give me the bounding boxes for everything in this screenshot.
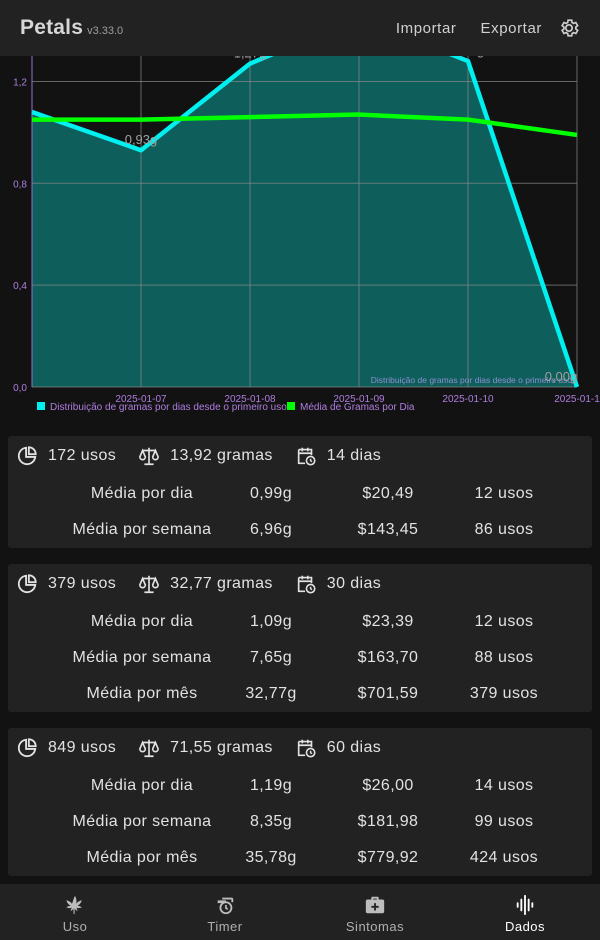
app-title: Petals xyxy=(20,16,84,39)
calendar-clock-icon xyxy=(297,739,316,758)
area-fill xyxy=(32,56,577,387)
x-tick-label: 2025-01-08 xyxy=(224,394,276,405)
x-tick-label: 2025-01-10 xyxy=(442,394,494,405)
x-tick-label: 2025-01-09 xyxy=(333,394,385,405)
y-tick-label: 1,2 xyxy=(13,77,27,88)
dias-count: 14 dias xyxy=(326,447,382,464)
data-label: 1,28g xyxy=(452,56,485,58)
data-label: 0,93g xyxy=(125,132,158,147)
stats-row: Média por semana 8,35g $181,98 99 usos xyxy=(72,813,534,830)
stats-row: Média por mês 32,77g $701,59 379 usos xyxy=(86,685,539,702)
y-tick-label: 0,8 xyxy=(13,179,27,190)
data-icon xyxy=(516,894,534,916)
app-bar: Petals v3.33.0 Importar Exportar xyxy=(0,0,600,56)
usos-count: 172 usos xyxy=(48,447,117,464)
stats-row: Média por dia 0,99g $20,49 12 usos xyxy=(90,485,534,502)
legend-label-daily: Distribuição de gramas por dias desde o … xyxy=(50,402,287,413)
nav-dados-label: Dados xyxy=(504,919,546,934)
pie-chart-icon xyxy=(17,446,37,466)
pie-chart-icon xyxy=(17,574,37,594)
stats-row: Média por mês 35,78g $779,92 424 usos xyxy=(86,849,539,866)
y-tick-label: 0,0 xyxy=(13,383,27,394)
gramas-total: 32,77 gramas xyxy=(170,575,273,592)
chart-description: Distribuição de gramas por dias desde o … xyxy=(371,375,573,385)
legend-swatch-daily xyxy=(37,402,45,410)
series-avg-line xyxy=(32,112,578,138)
nav-timer-label: Timer xyxy=(207,919,243,934)
stats-card-14: 172 usos 13,92 gramas 14 dias Média por … xyxy=(8,436,592,548)
legend-label-avg: Média de Gramas por Dia xyxy=(300,402,415,413)
dias-count: 60 dias xyxy=(326,739,382,756)
stats-row: Média por semana 6,96g $143,45 86 usos xyxy=(72,521,534,538)
nav-sintomas-label: Sintomas xyxy=(345,919,405,934)
leaf-icon xyxy=(66,895,82,915)
usos-count: 849 usos xyxy=(48,739,117,756)
timer-icon xyxy=(217,897,234,915)
usos-count: 379 usos xyxy=(48,575,117,592)
scale-icon xyxy=(139,447,160,466)
stats-card-30: 379 usos 32,77 gramas 30 dias Média por … xyxy=(8,564,592,712)
calendar-clock-icon xyxy=(297,575,316,594)
bottom-nav: Uso Timer Sintomas Dados xyxy=(0,884,600,940)
series-daily-line xyxy=(31,56,580,388)
gramas-total: 71,55 gramas xyxy=(170,739,273,756)
dias-count: 30 dias xyxy=(326,575,382,592)
medkit-icon xyxy=(365,896,385,914)
card-header: 849 usos 71,55 gramas 60 dias xyxy=(8,728,592,768)
import-button[interactable]: Importar xyxy=(395,19,457,37)
legend-swatch-avg xyxy=(287,402,295,410)
calendar-clock-icon xyxy=(297,447,316,466)
nav-timer[interactable]: Timer xyxy=(150,884,300,940)
x-tick-label: 2025-01-07 xyxy=(115,394,167,405)
card-header: 379 usos 32,77 gramas 30 dias xyxy=(8,564,592,604)
stats-row: Média por dia 1,09g $23,39 12 usos xyxy=(90,613,534,630)
card-header: 172 usos 13,92 gramas 14 dias xyxy=(8,436,592,476)
scale-icon xyxy=(139,575,160,594)
export-button[interactable]: Exportar xyxy=(480,19,542,37)
gear-icon[interactable] xyxy=(558,17,580,39)
nav-uso[interactable]: Uso xyxy=(0,884,150,940)
data-label: 0,00g xyxy=(545,369,578,384)
app-version: v3.33.0 xyxy=(87,25,124,37)
y-tick-label: 0,4 xyxy=(13,281,27,292)
stats-row: Média por dia 1,19g $26,00 14 usos xyxy=(90,777,534,794)
pie-chart-icon xyxy=(17,738,37,758)
stats-card-60: 849 usos 71,55 gramas 60 dias Média por … xyxy=(8,728,592,876)
nav-dados[interactable]: Dados xyxy=(450,884,600,940)
data-label: 1,27g xyxy=(234,56,267,61)
usage-chart: 0,0 0,4 0,8 1,2 2025-01-07 2025-01-08 2025-01-… xyxy=(0,56,600,426)
gramas-total: 13,92 gramas xyxy=(170,447,273,464)
stats-row: Média por semana 7,65g $163,70 88 usos xyxy=(72,649,534,666)
scale-icon xyxy=(139,739,160,758)
x-tick-label: 2025-01-1 xyxy=(554,394,600,405)
chart-svg: 0,0 0,4 0,8 1,2 2025-01-07 2025-01-08 2025-01-… xyxy=(13,56,600,413)
nav-uso-label: Uso xyxy=(62,919,88,934)
nav-sintomas[interactable]: Sintomas xyxy=(300,884,450,940)
